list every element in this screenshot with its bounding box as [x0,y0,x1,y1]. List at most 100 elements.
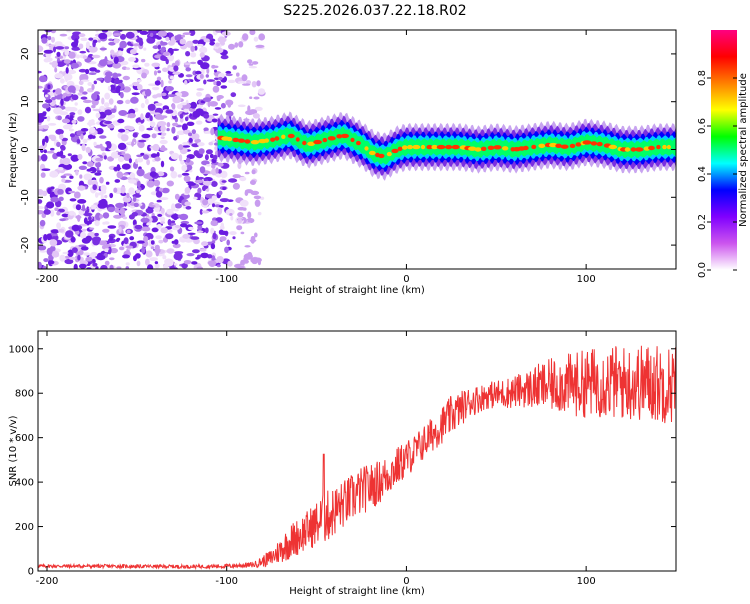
noise-blob [78,33,86,38]
noise-blob [71,224,80,232]
noise-blob [162,255,167,260]
signal-peak [487,145,495,150]
noise-blob [56,61,66,67]
noise-blob [110,247,118,254]
noise-blob [113,56,119,64]
spectrogram-y-label: Frequency (Hz) [8,112,19,188]
noise-blob [108,41,116,46]
noise-blob [80,79,90,82]
noise-blob [88,45,98,53]
noise-blob [38,206,44,210]
noise-blob [41,213,47,219]
noise-blob [212,232,217,240]
noise-blob [171,213,180,220]
noise-blob [193,150,200,157]
signal-peak [445,144,453,150]
noise-blob [197,104,204,108]
noise-blob [217,207,223,215]
noise-blob [119,44,126,49]
noise-blob [80,96,88,100]
noise-blob [63,59,71,64]
noise-blob [104,120,112,124]
noise-blob [165,36,170,42]
noise-blob [56,222,61,230]
noise-blob [161,46,166,52]
noise-blob [120,33,126,40]
spectrogram-x-tick-label: -200 [36,274,59,285]
noise-blob [216,264,221,268]
noise-blob [61,118,71,124]
noise-blob [212,203,215,208]
noise-blob [156,152,160,157]
noise-blob [176,130,186,135]
noise-blob [214,69,217,73]
noise-blob [42,190,48,197]
noise-blob [200,62,210,70]
noise-blob [149,257,158,262]
noise-blob [145,112,151,117]
noise-blob [227,101,232,108]
noise-blob [138,39,144,47]
noise-blob [128,187,135,195]
noise-blob [166,122,171,128]
noise-blob [150,153,158,158]
noise-blob [38,85,43,89]
noise-blob [67,85,76,93]
noise-blob [187,182,196,186]
noise-blob [130,96,139,104]
noise-blob [191,261,198,265]
noise-blob [172,243,181,249]
snr-frame [37,330,677,572]
noise-blob [61,137,68,142]
noise-blob [63,73,73,81]
noise-blob [125,99,131,105]
snr-y-tick-label: 600 [15,433,34,444]
signal-peak [250,140,260,145]
noise-blob [240,231,245,235]
noise-blob [116,237,121,241]
noise-blob [41,37,48,44]
noise-blob [88,72,97,75]
noise-blob [69,133,76,138]
noise-blob [171,203,176,211]
noise-blob [116,85,121,90]
figure-title: S225.2026.037.22.18.R02 [283,3,466,19]
noise-blob [191,129,196,135]
noise-blob [165,233,174,240]
noise-blob [158,187,163,192]
noise-blob [179,91,189,98]
noise-blob [118,226,122,233]
noise-blob [151,62,161,68]
noise-blob [85,68,90,75]
noise-blob [210,127,215,136]
noise-blob [71,247,78,254]
noise-blob [161,92,167,97]
noise-blob [119,246,125,251]
noise-blob [81,228,87,232]
noise-blob [170,152,180,160]
noise-blob [62,157,71,166]
signal-peak [662,144,667,150]
signal-peak [302,140,307,146]
signal-peak [391,148,399,154]
noise-blob [92,184,97,191]
noise-blob [46,57,53,62]
noise-blob [197,176,204,180]
noise-blob [227,79,236,84]
snr-marks [38,345,676,571]
signal-peak [386,151,392,157]
noise-blob [196,266,203,269]
noise-blob [203,127,209,132]
noise-blob [46,201,55,209]
noise-blob [179,38,186,45]
noise-blob [147,264,154,269]
noise-blob [242,83,251,86]
noise-blob [57,167,64,171]
noise-blob [125,262,130,266]
noise-blob [82,99,93,104]
noise-blob [113,187,118,193]
noise-blob [157,70,162,74]
noise-blob [71,46,81,51]
noise-blob [43,234,48,241]
noise-blob [80,231,87,239]
